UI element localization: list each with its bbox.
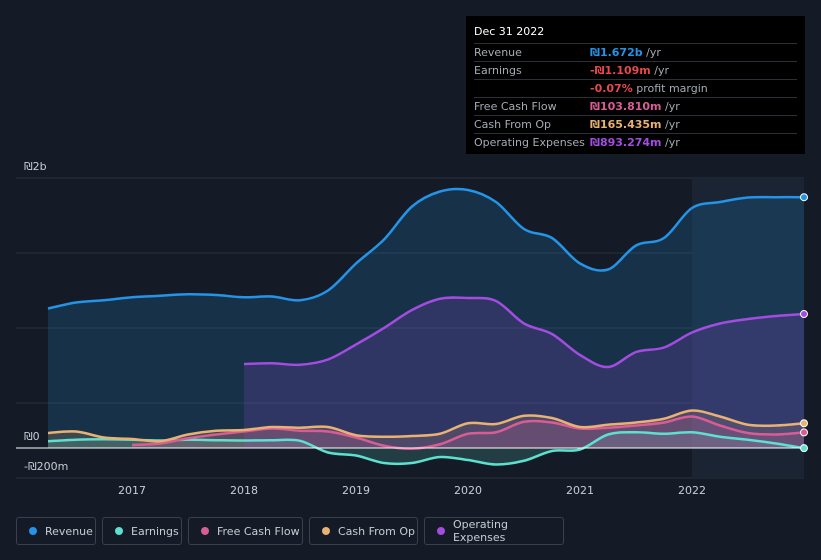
tooltip-row-label: Operating Expenses bbox=[474, 136, 585, 149]
line-free-cash-flow bbox=[131, 415, 805, 451]
forecast-highlight-region bbox=[692, 178, 804, 478]
grid-lines bbox=[16, 177, 804, 479]
series-lines bbox=[47, 187, 805, 466]
legend-dot-icon bbox=[322, 527, 330, 535]
legend-item-free-cash-flow[interactable]: Free Cash Flow bbox=[188, 517, 303, 545]
y-axis-top-label: ₪2b bbox=[24, 160, 47, 173]
line-revenue bbox=[47, 187, 805, 310]
marker-operating-expenses bbox=[800, 310, 808, 319]
tooltip-row-unit: /yr bbox=[661, 118, 680, 131]
tooltip-row-value: ₪103.810m bbox=[590, 100, 662, 113]
legend-label: Earnings bbox=[131, 524, 179, 538]
tooltip-row: Revenue ₪1.672b /yr bbox=[474, 44, 797, 62]
line-cash-from-op bbox=[47, 409, 805, 443]
tooltip-row-value: ₪165.435m bbox=[590, 118, 662, 131]
tooltip-row-label: Free Cash Flow bbox=[474, 100, 557, 113]
y-axis-zero-label: ₪0 bbox=[24, 430, 40, 443]
tooltip-row: Free Cash Flow ₪103.810m /yr bbox=[474, 98, 797, 116]
legend-dot-icon bbox=[115, 527, 123, 535]
tooltip-row: Earnings -₪1.109m /yr bbox=[474, 62, 797, 80]
tooltip-date: Dec 31 2022 bbox=[474, 24, 797, 44]
area-cash-from-op bbox=[48, 410, 804, 448]
legend-dot-icon bbox=[437, 527, 445, 535]
x-tick-label: 2018 bbox=[230, 484, 258, 497]
tooltip-row-label: Cash From Op bbox=[474, 118, 552, 131]
area-revenue bbox=[48, 188, 804, 448]
x-tick-label: 2019 bbox=[342, 484, 370, 497]
tooltip-row-label: Earnings bbox=[474, 64, 522, 77]
series-end-markers bbox=[800, 193, 808, 453]
tooltip-row-value: -₪1.109m bbox=[590, 64, 651, 77]
data-tooltip: Dec 31 2022 Revenue ₪1.672b /yr Earnings -₪… bbox=[466, 16, 805, 154]
x-tick-label: 2021 bbox=[566, 484, 594, 497]
tooltip-row-unit: /yr bbox=[650, 64, 670, 77]
legend-dot-icon bbox=[29, 527, 37, 535]
marker-revenue bbox=[800, 193, 808, 202]
tooltip-row: Operating Expenses ₪893.274m /yr bbox=[474, 134, 797, 151]
legend-label: Cash From Op bbox=[338, 524, 416, 538]
tooltip-row-unit: profit margin bbox=[632, 82, 708, 95]
x-tick-label: 2017 bbox=[118, 484, 146, 497]
marker-free-cash-flow bbox=[800, 428, 808, 437]
x-tick-label: 2020 bbox=[454, 484, 482, 497]
legend-label: Free Cash Flow bbox=[217, 524, 300, 538]
series-areas bbox=[48, 188, 804, 465]
area-operating-expenses bbox=[244, 297, 804, 448]
tooltip-row-value: -0.07% bbox=[590, 82, 633, 95]
x-tick-label: 2022 bbox=[678, 484, 706, 497]
legend-dot-icon bbox=[201, 527, 209, 535]
x-axis-ticks: 2017 2018 2019 2020 2021 2022 bbox=[118, 484, 706, 497]
tooltip-row-value: ₪893.274m bbox=[590, 136, 662, 149]
legend-item-operating-expenses[interactable]: Operating Expenses bbox=[424, 517, 564, 545]
legend-label: Operating Expenses bbox=[452, 518, 508, 544]
tooltip-row-unit: /yr bbox=[661, 100, 680, 113]
line-operating-expenses bbox=[243, 296, 805, 369]
marker-earnings bbox=[800, 444, 808, 453]
tooltip-row-label: Revenue bbox=[474, 46, 522, 59]
legend-item-earnings[interactable]: Earnings bbox=[102, 517, 182, 545]
marker-cash-from-op bbox=[800, 419, 808, 428]
legend-item-revenue[interactable]: Revenue bbox=[16, 517, 96, 545]
legend-label: Revenue bbox=[45, 524, 93, 538]
tooltip-row-unit: /yr bbox=[642, 46, 661, 59]
legend-item-cash-from-op[interactable]: Cash From Op bbox=[309, 517, 418, 545]
y-axis-bottom-label: -₪200m bbox=[24, 460, 69, 473]
tooltip-row-unit: /yr bbox=[661, 136, 680, 149]
tooltip-row: Cash From Op ₪165.435m /yr bbox=[474, 116, 797, 134]
tooltip-row: -0.07% profit margin bbox=[474, 80, 797, 98]
tooltip-row-label bbox=[474, 80, 590, 97]
tooltip-row-value: ₪1.672b bbox=[590, 46, 643, 59]
